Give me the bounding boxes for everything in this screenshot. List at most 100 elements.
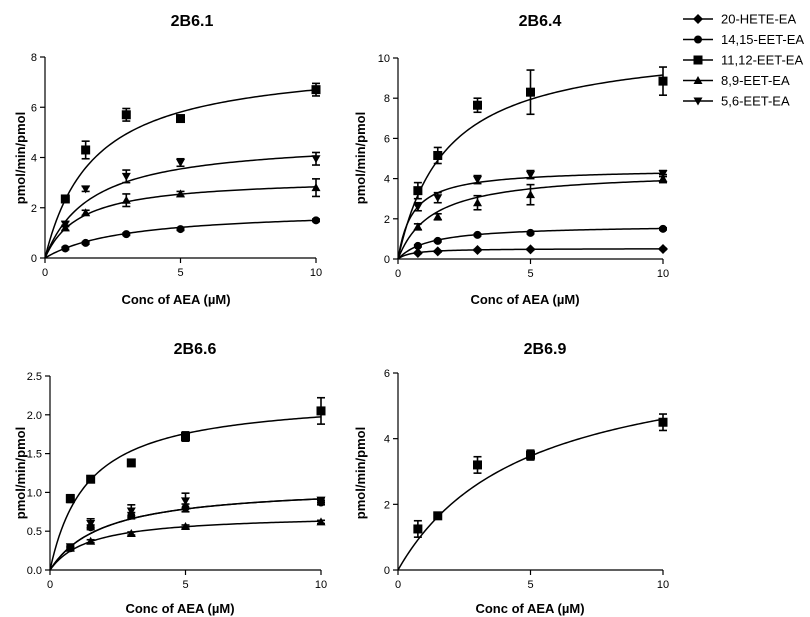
- chart-title: 2B6.6: [174, 341, 217, 358]
- x-tick-label: 10: [657, 579, 669, 591]
- data-point: [181, 522, 190, 531]
- data-point: [316, 496, 326, 505]
- data-point: [81, 185, 91, 194]
- y-tick-label: 4: [31, 153, 37, 165]
- data-point: [413, 203, 423, 212]
- fit-curve: [44, 155, 317, 259]
- x-tick-label: 10: [657, 268, 669, 280]
- data-point: [316, 517, 326, 526]
- data-point: [473, 100, 482, 110]
- legend-marker-icon: [693, 76, 703, 84]
- plot-area: 0 2 4 6 0 5 10: [384, 368, 669, 591]
- y-tick-label: 6: [384, 368, 390, 380]
- data-point: [433, 150, 443, 160]
- data-point: [413, 186, 423, 196]
- series-5-6-eet-ea: [397, 169, 668, 260]
- y-tick-label: 0: [384, 565, 390, 577]
- y-axis-label: pmol/min/pmol: [353, 112, 368, 204]
- x-axis-label: Conc of AEA (µM): [470, 292, 579, 307]
- data-point: [433, 212, 443, 221]
- chart-title: 2B6.9: [524, 341, 567, 358]
- series-11-12-eet-ea: [397, 66, 668, 260]
- data-point: [433, 236, 442, 245]
- legend-item-20-hete-ea: 20-HETE-EA: [683, 12, 796, 27]
- chart-panel-2b6-4: 2B6.4 pmol/min/pmol Conc of AEA (µM) 0 2 4…: [353, 13, 669, 307]
- y-tick-label: 2: [384, 214, 390, 226]
- legend-item-5-6-eet-ea: 5,6-EET-EA: [683, 94, 790, 109]
- data-point: [176, 114, 185, 124]
- data-point: [121, 172, 131, 181]
- data-point: [526, 228, 535, 237]
- legend-label: 5,6-EET-EA: [721, 94, 790, 109]
- data-point: [65, 543, 75, 552]
- y-tick-label: 4: [384, 174, 390, 186]
- data-point: [121, 110, 131, 120]
- legend-label: 14,15-EET-EA: [721, 32, 804, 47]
- data-point: [526, 171, 535, 180]
- plot-area: 0 2 4 6 8 0 5 10: [31, 52, 322, 279]
- data-point: [413, 222, 423, 231]
- data-point: [473, 176, 482, 185]
- legend: 20-HETE-EA 14,15-EET-EA 11,12-EET-EA 8,9-EE…: [683, 12, 804, 109]
- x-axis-label: Conc of AEA (µM): [121, 292, 230, 307]
- legend-label: 20-HETE-EA: [721, 12, 796, 27]
- x-axis-label: Conc of AEA (µM): [475, 601, 584, 616]
- chart-title: 2B6.1: [171, 13, 214, 30]
- data-point: [525, 244, 536, 255]
- legend-marker-icon: [693, 14, 703, 24]
- legend-label: 8,9-EET-EA: [721, 73, 790, 88]
- x-tick-label: 0: [395, 268, 401, 280]
- data-point: [86, 474, 96, 484]
- x-tick-label: 10: [315, 579, 327, 591]
- series-11-12-eet-ea: [49, 396, 326, 571]
- y-tick-label: 2.5: [27, 371, 42, 383]
- data-point: [433, 194, 443, 203]
- fit-curve: [397, 418, 664, 571]
- series-8-9-eet-ea: [44, 178, 321, 259]
- legend-item-14-15-eet-ea: 14,15-EET-EA: [683, 32, 804, 47]
- data-point: [81, 238, 90, 247]
- plot-area: 0 2 4 6 8 10 0 5 10: [378, 53, 669, 280]
- x-tick-label: 0: [47, 579, 53, 591]
- data-point: [181, 497, 190, 506]
- x-tick-label: 5: [177, 267, 183, 279]
- y-tick-label: 0.0: [27, 565, 42, 577]
- y-tick-label: 2: [384, 499, 390, 511]
- x-tick-label: 5: [527, 579, 533, 591]
- series-8-9-eet-ea: [397, 173, 668, 260]
- data-point: [526, 190, 535, 199]
- data-point: [658, 76, 668, 86]
- data-point: [65, 494, 75, 504]
- y-tick-label: 6: [384, 133, 390, 145]
- data-point: [413, 524, 423, 534]
- y-tick-label: 4: [384, 434, 390, 446]
- data-point: [473, 230, 482, 239]
- series-11-12-eet-ea: [44, 82, 321, 259]
- legend-marker-icon: [693, 97, 703, 106]
- data-point: [176, 159, 185, 168]
- data-point: [412, 247, 423, 258]
- y-tick-label: 2: [31, 203, 37, 215]
- data-point: [413, 241, 422, 250]
- y-tick-label: 8: [384, 93, 390, 105]
- legend-marker-icon: [693, 55, 703, 65]
- data-point: [433, 511, 443, 521]
- chart-panel-2b6-1: 2B6.1 pmol/min/pmol Conc of AEA (µM) 0 2 4…: [13, 13, 322, 307]
- data-point: [181, 432, 190, 442]
- data-point: [81, 208, 91, 217]
- legend-label: 11,12-EET-EA: [721, 53, 803, 68]
- data-point: [81, 145, 91, 155]
- data-point: [122, 230, 131, 239]
- series-5-6-eet-ea: [49, 492, 326, 571]
- data-point: [658, 174, 668, 183]
- chart-panel-2b6-6: 2B6.6 pmol/min/pmol Conc of AEA (µM) 0.0…: [13, 341, 327, 616]
- legend-item-11-12-eet-ea: 11,12-EET-EA: [683, 53, 803, 68]
- data-point: [176, 225, 185, 234]
- legend-marker-icon: [694, 35, 702, 44]
- data-point: [60, 194, 70, 204]
- data-point: [316, 406, 326, 416]
- series-20-hete-ea: [397, 243, 668, 260]
- data-point: [86, 536, 96, 545]
- legend-item-8-9-eet-ea: 8,9-EET-EA: [683, 73, 790, 88]
- y-tick-label: 0.5: [27, 526, 42, 538]
